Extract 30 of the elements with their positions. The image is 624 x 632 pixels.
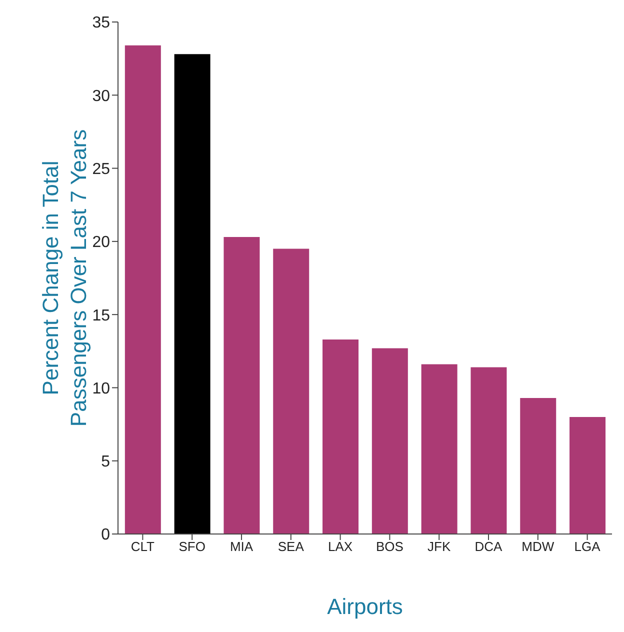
bar — [520, 398, 556, 534]
y-tick-label: 0 — [101, 526, 110, 544]
x-tick-label: SFO — [178, 539, 206, 554]
x-tick-label: MDW — [522, 539, 555, 554]
bar — [273, 248, 310, 534]
bar — [570, 416, 606, 534]
y-axis-title: Percent Change in Total Passengers Over Last 7 Years — [38, 129, 91, 427]
bar — [322, 339, 359, 534]
y-tick-label: 10 — [92, 380, 110, 398]
bar — [124, 45, 161, 534]
bar — [372, 348, 408, 534]
bar — [174, 54, 210, 534]
y-tick-label: 5 — [101, 454, 110, 471]
y-tick-label: 20 — [92, 234, 110, 252]
x-tick-label: LAX — [328, 539, 353, 554]
x-axis-title: Airports — [327, 594, 403, 619]
bar — [224, 237, 260, 534]
x-tick-label: SEA — [278, 539, 304, 554]
x-tick-label: LGA — [574, 539, 601, 554]
bar — [421, 364, 458, 534]
x-tick-label: MIA — [230, 539, 254, 554]
x-tick-label: JFK — [428, 539, 451, 554]
x-tick-label: BOS — [376, 539, 404, 554]
y-tick-label: 15 — [92, 307, 110, 324]
x-tick-label: CLT — [130, 539, 155, 554]
y-tick-label: 30 — [92, 88, 110, 105]
x-tick-label: DCA — [474, 539, 503, 554]
y-tick-label: 35 — [92, 14, 110, 32]
bar — [470, 367, 507, 534]
y-tick-label: 25 — [92, 160, 110, 178]
